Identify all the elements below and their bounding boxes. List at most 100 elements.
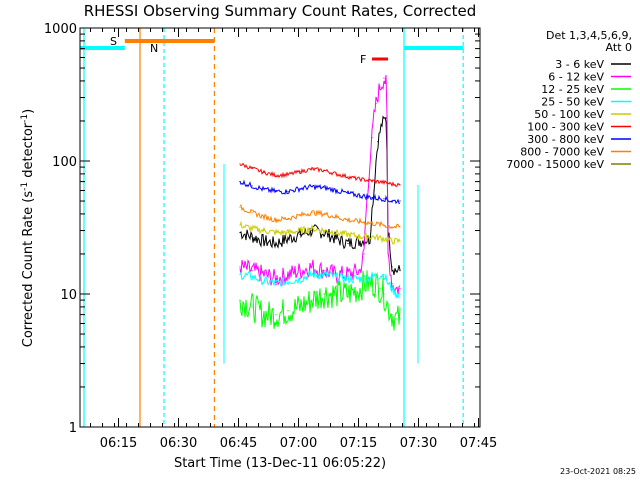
series-1-point-18 (387, 253, 389, 255)
series-line-0 (239, 115, 401, 276)
series-1-point-20 (395, 287, 397, 290)
series-2-point-7 (323, 293, 325, 295)
series-4-point-13 (391, 240, 393, 242)
series-1-point-0 (239, 266, 241, 268)
legend-label: 3 - 6 keV (555, 58, 604, 71)
saa-marker-label: S (110, 35, 117, 48)
series-5-point-6 (311, 168, 313, 170)
x-axis-label: Start Time (13-Dec-11 06:05:22) (174, 456, 386, 471)
series-0-point-14 (381, 123, 383, 125)
x-tick-label: 07:00 (280, 436, 317, 451)
series-7-point-11 (371, 222, 373, 224)
series-6-point-5 (299, 188, 301, 190)
series-2-point-8 (335, 293, 337, 295)
series-2-point-1 (251, 306, 253, 308)
series-3-point-8 (335, 276, 337, 278)
plot-frame (79, 27, 481, 428)
legend-label: 25 - 50 keV (541, 96, 604, 109)
series-1-point-16 (383, 77, 385, 79)
series-4-point-6 (311, 228, 313, 230)
series-2-point-10 (359, 287, 361, 290)
series-1-point-13 (371, 136, 373, 139)
series-3-point-16 (399, 293, 401, 295)
series-3-point-1 (251, 276, 253, 278)
series-3-point-11 (371, 276, 373, 278)
night-marker-label: N (150, 42, 158, 55)
series-2-point-14 (375, 282, 377, 285)
series-1-point-5 (299, 269, 301, 272)
legend-label: 7000 - 15000 keV (506, 158, 604, 171)
series-4-point-7 (323, 229, 325, 232)
series-3-point-7 (323, 273, 325, 276)
legend-header-attenuator: Att 0 (606, 41, 632, 54)
series-0-point-19 (399, 269, 401, 272)
series-5-point-13 (391, 183, 393, 185)
series-3-point-10 (359, 278, 361, 280)
series-2-point-6 (311, 299, 313, 301)
series-line-3 (239, 269, 401, 300)
series-6-point-14 (399, 200, 401, 202)
y-tick-label: 1000 (44, 22, 77, 37)
series-0-point-2 (263, 240, 265, 242)
series-4-point-10 (359, 236, 361, 238)
legend-label: 800 - 7000 keV (520, 146, 604, 159)
series-1-point-4 (287, 273, 289, 276)
series-0-point-18 (395, 269, 397, 272)
series-6-point-1 (251, 185, 253, 187)
series-5-point-5 (299, 171, 301, 173)
series-1-point-14 (375, 103, 377, 105)
series-4-point-8 (335, 231, 337, 234)
series-1-point-10 (359, 269, 361, 272)
series-2-point-2 (263, 314, 265, 316)
series-3-point-3 (275, 282, 277, 285)
series-4-point-4 (287, 231, 289, 234)
y-tick-label: 10 (60, 288, 77, 303)
series-5-point-2 (263, 171, 265, 174)
series-1-point-2 (263, 273, 265, 276)
legend-label: 100 - 300 keV (527, 121, 604, 134)
series-line-7 (240, 204, 401, 230)
series-6-point-9 (347, 192, 349, 195)
series-1-point-17 (385, 83, 387, 85)
series-0-point-6 (311, 229, 313, 232)
series-6-point-7 (323, 187, 325, 189)
series-2-point-5 (299, 306, 301, 308)
series-2-point-9 (347, 293, 349, 295)
series-1-point-3 (275, 278, 277, 280)
series-7-point-13 (391, 226, 393, 228)
series-6-point-13 (391, 200, 393, 202)
series-2-point-17 (387, 306, 389, 308)
series-2-point-12 (367, 282, 369, 285)
series-3-point-2 (263, 280, 265, 282)
series-0-point-5 (299, 233, 301, 236)
series-5-point-7 (323, 169, 325, 171)
series-1-point-15 (379, 86, 381, 88)
series-1-point-11 (363, 253, 365, 255)
series-7-point-7 (323, 213, 325, 215)
series-3-point-14 (391, 287, 393, 290)
series-7-point-1 (251, 211, 253, 214)
footer-date: 23-Oct-2021 08:25 (560, 467, 636, 476)
series-0-point-3 (275, 242, 277, 245)
series-2-point-13 (371, 282, 373, 285)
series-4-point-2 (263, 229, 265, 232)
series-line-5 (239, 162, 401, 188)
series-7-point-6 (311, 211, 313, 214)
series-0-point-9 (347, 242, 349, 245)
series-2-point-0 (239, 299, 241, 301)
series-0-point-1 (251, 236, 253, 238)
y-tick-label: 1 (69, 421, 77, 436)
series-7-point-5 (299, 214, 301, 216)
series-0-point-0 (239, 231, 241, 234)
series-7-point-8 (335, 216, 337, 218)
x-tick-label: 07:15 (340, 436, 377, 451)
series-0-point-17 (391, 266, 393, 268)
series-0-point-13 (377, 140, 379, 143)
series-2-point-18 (391, 314, 393, 316)
series-5-point-0 (239, 163, 241, 165)
series-4-point-0 (239, 224, 241, 226)
series-0-point-15 (385, 117, 387, 119)
series-4-point-5 (299, 229, 301, 232)
series-1-point-19 (391, 282, 393, 285)
